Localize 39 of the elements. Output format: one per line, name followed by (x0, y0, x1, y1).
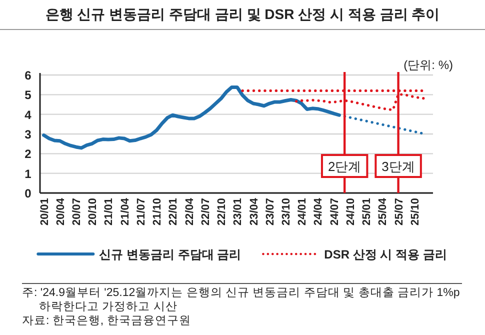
x-tick-label: 24/04 (312, 197, 325, 226)
y-tick-label: 0 (24, 186, 32, 200)
y-tick-label: 3 (24, 128, 32, 142)
x-tick-label: 25/04 (377, 197, 390, 226)
x-tick-label: 23/01 (232, 198, 244, 226)
x-tick-label: 22/04 (184, 197, 196, 226)
y-tick-label: 1 (24, 166, 32, 181)
x-tick-label: 22/01 (168, 198, 180, 226)
y-tick-label: 4 (24, 108, 32, 122)
y-tick-label: 6 (24, 68, 32, 82)
y-axis-title: (단위: %) (404, 58, 453, 72)
text: 자료: 한국은행, 한국금융연구원 (22, 314, 192, 328)
x-tick-label: 23/07 (264, 198, 276, 226)
legend-label: 신규 변동금리 주담대 금리 (99, 248, 242, 262)
x-tick-label: 25/10 (409, 198, 422, 226)
y-tick-label: 2 (24, 147, 32, 162)
x-tick-label: 23/10 (280, 198, 292, 226)
x-tick-label: 21/01 (103, 198, 116, 226)
ref-line-label: 3단계 (382, 159, 415, 174)
text: 주: '24.9월부터 '25.12월까지는 은행의 신규 변동금리 주담대 및 총대출 금리가 1%p 하락한다고 가정하고 시산 (22, 286, 461, 314)
x-tick-label: 23/04 (248, 197, 260, 226)
x-tick-label: 25/01 (361, 198, 374, 226)
x-tick-label: 21/04 (119, 197, 132, 226)
x-tick-label: 21/10 (152, 198, 164, 226)
x-tick-label: 24/07 (328, 198, 341, 226)
ref-line-label: 2단계 (328, 159, 362, 174)
x-tick-label: 20/07 (71, 198, 84, 226)
x-tick-label: 24/10 (344, 198, 357, 226)
x-tick-label: 24/01 (296, 198, 309, 226)
chart-title: 은행 신규 변동금리 주담대 금리 및 DSR 산정 시 적용 금리 추이 (0, 6, 485, 30)
x-tick-label: 22/10 (216, 198, 228, 226)
legend-label: DSR 산정 시 적용 금리 (324, 248, 447, 262)
x-tick-label: 20/04 (54, 197, 67, 226)
x-tick-label: 21/07 (135, 198, 148, 226)
x-tick-label: 22/07 (200, 198, 212, 226)
x-tick-label: 20/01 (38, 198, 51, 226)
x-tick-label: 20/10 (87, 198, 100, 226)
x-tick-label: 25/07 (393, 198, 406, 226)
y-tick-label: 5 (24, 88, 32, 102)
